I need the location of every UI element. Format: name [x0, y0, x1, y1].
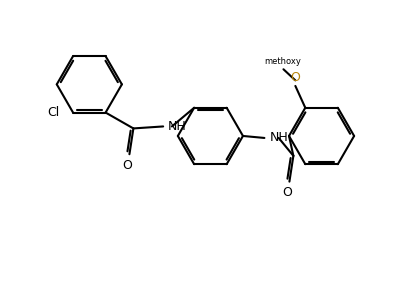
- Text: methoxy: methoxy: [264, 57, 301, 66]
- Text: O: O: [123, 159, 132, 172]
- Text: Cl: Cl: [47, 106, 59, 119]
- Text: methoxy: methoxy: [305, 66, 312, 67]
- Text: O: O: [291, 71, 300, 84]
- Text: NH: NH: [168, 120, 187, 133]
- Text: NH: NH: [270, 131, 288, 144]
- Text: O: O: [283, 186, 292, 199]
